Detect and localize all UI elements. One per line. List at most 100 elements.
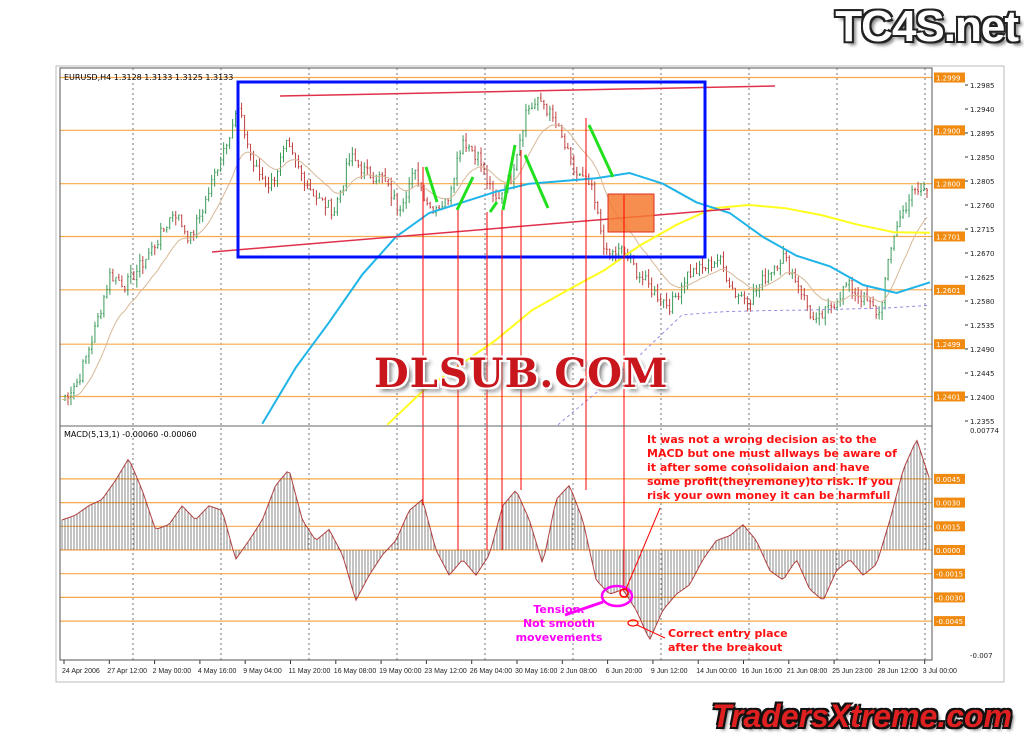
time-tick-label: 9 May 04:00: [243, 668, 282, 675]
macd-level-tag: [934, 473, 965, 484]
price-levels: 1.2999 1.2900 1.2800 1.2701 1.2601 1.2499 1.24…: [60, 72, 965, 627]
time-tick-label: 6 Jun 20:00: [606, 668, 643, 675]
time-tick-label: 19 May 00:00: [379, 668, 422, 675]
price-level-label: 1.2499: [936, 341, 961, 349]
note-line: Correct entry place: [668, 627, 788, 640]
time-tick-label: 23 May 12:00: [424, 668, 467, 675]
grid: [132, 68, 926, 660]
price-tick-label: 1.2355: [970, 418, 995, 426]
note-line: MACD but one must allways be aware of: [647, 447, 897, 460]
macd-level-label: 0.0015: [936, 523, 961, 531]
price-level-label: 1.2401: [936, 393, 961, 401]
price-level-label: 1.2999: [936, 75, 961, 83]
macd-level-label: 0.0045: [936, 476, 961, 484]
macd-level-tag: [934, 568, 965, 579]
consolidation-box: [236, 80, 707, 259]
time-tick-label: 9 Jun 12:00: [651, 668, 688, 675]
time-tick-label: 26 May 04:00: [470, 668, 513, 675]
time-tick-label: 16 May 08:00: [334, 668, 377, 675]
tension-arrow: [564, 600, 604, 617]
time-tick-label: 21 Jun 08:00: [787, 668, 828, 675]
note-line: It was not a wrong decision as to the: [647, 433, 877, 446]
axes: 1.2985 1.2940 1.2895 1.2850 1.2805 1.2760 1.27…: [62, 82, 999, 675]
price-tick-label: 1.2940: [970, 106, 995, 114]
swing-stroke: [455, 176, 475, 211]
price-level-label: 1.2800: [936, 181, 961, 189]
price-tick-label: 1.2985: [970, 82, 995, 90]
swing-stroke: [424, 166, 439, 203]
ma-cyan-line: [261, 171, 931, 425]
price-level-label: 1.2900: [936, 127, 961, 135]
candles: [63, 92, 929, 406]
time-tick-label: 11 May 20:00: [289, 668, 331, 675]
time-tick-label: 30 May 16:00: [515, 668, 558, 675]
moving-averages: [61, 124, 931, 426]
tension-note: Tension. Not smooth movevements: [484, 603, 634, 645]
macd-level-label: -0.0030: [936, 594, 963, 602]
entry-note: Correct entry place after the breakout: [668, 627, 788, 655]
swing-stroke: [523, 154, 550, 209]
price-level-tag: [934, 231, 965, 242]
swing-stroke: [488, 201, 499, 213]
macd-level-tag: [934, 616, 965, 627]
price-tick-label: 1.2715: [970, 226, 995, 234]
note-line: risk your own money it can be harmfull: [647, 489, 891, 502]
correct-entry-marker: [627, 619, 639, 627]
price-tick-label: 1.2490: [970, 346, 995, 354]
price-level-tag: [934, 391, 965, 402]
time-tick-label: 16 Jun 16:00: [742, 668, 783, 675]
time-tick-label: 4 May 16:00: [198, 668, 237, 675]
tradersxtreme-logo: TradersXtreme.com: [712, 698, 1012, 734]
price-level-tag: [934, 284, 965, 295]
price-tick-label: 1.2625: [970, 274, 995, 282]
resistance-line: [279, 85, 776, 97]
note-line: Tension.: [533, 603, 585, 616]
macd-level-tag: [934, 545, 965, 555]
entry-pointer: [636, 624, 666, 639]
note-line: Not smooth movevements: [515, 617, 603, 644]
macd-tick-top: 0.00774: [970, 427, 999, 435]
swing-stroke: [587, 124, 615, 178]
macd-level-label: -0.0045: [936, 618, 963, 626]
dlsub-logo: DLSUB.COM: [374, 350, 669, 397]
macd-histogram: [61, 439, 930, 641]
price-level-tag: [934, 125, 965, 136]
price-tick-label: 1.2895: [970, 130, 995, 138]
ma-tan-line: [61, 124, 928, 401]
price-tick-label: 1.2760: [970, 202, 995, 210]
annotations: [211, 80, 776, 639]
time-tick-label: 25 Jun 23:00: [832, 668, 873, 675]
macd-warning-note: It was not a wrong decision as to the MA…: [647, 433, 897, 503]
price-tick-label: 1.2400: [970, 394, 995, 402]
macd-level-tag: [934, 521, 965, 532]
time-tick-label: 27 Apr 12:00: [107, 668, 147, 675]
price-tick-label: 1.2580: [970, 298, 995, 306]
price-tick-label: 1.2805: [970, 178, 995, 186]
time-tick-label: 2 May 00:00: [153, 668, 192, 675]
macd-level-label: 0.0030: [936, 500, 961, 508]
time-tick-label: 14 Jun 00:00: [696, 668, 737, 675]
plot-border: [59, 67, 933, 661]
price-tick-label: 1.2445: [970, 370, 995, 378]
time-tick-label: 24 Apr 2006: [62, 668, 100, 675]
price-level-label: 1.2601: [936, 287, 961, 295]
note-line: some profit(theyremoney)to risk. If you: [647, 475, 894, 488]
note-line: after the breakout: [668, 641, 783, 654]
macd-level-label: 0.0000: [936, 547, 961, 555]
macd-level-tag: [934, 592, 965, 603]
tc4s-logo: TC4S.net: [835, 2, 1019, 51]
time-tick-label: 2 Jun 08:00: [560, 668, 597, 675]
time-tick-label: 28 Jun 12:00: [877, 668, 918, 675]
macd-pane-title: MACD(5,13,1) -0.00060 -0.00060: [64, 430, 197, 439]
price-tick-label: 1.2535: [970, 322, 995, 330]
macd-tick-bottom: -0.007: [970, 652, 993, 660]
entry-attempt-marker: [619, 588, 629, 598]
macd-signal-line: [61, 439, 930, 641]
price-pane-title: EURUSD,H4 1.3128 1.3133 1.3125 1.3133: [64, 73, 233, 82]
breakout-box: [607, 193, 655, 233]
note-line: it after some consolidaion and have: [647, 461, 870, 474]
time-tick-label: 3 Jul 00:00: [923, 668, 957, 675]
note-pointer: [625, 507, 661, 590]
price-level-tag: [934, 178, 965, 189]
